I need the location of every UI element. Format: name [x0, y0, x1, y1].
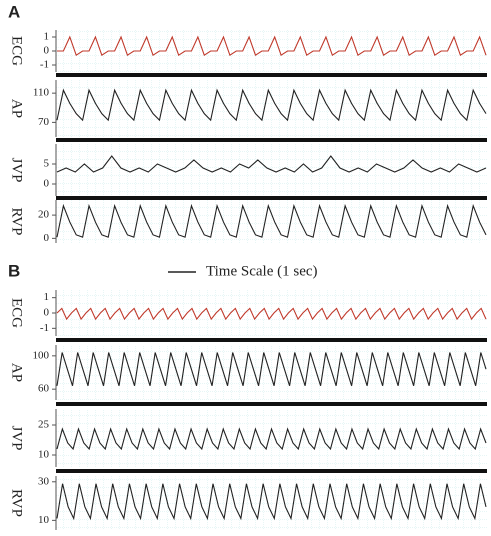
- y-tick-label: 0: [44, 307, 50, 319]
- trace: [56, 203, 487, 238]
- plot-area: [56, 200, 487, 243]
- y-tick-label: -1: [40, 322, 49, 334]
- y-axis-label: RVP: [9, 489, 25, 517]
- y-tick-label: 1: [44, 31, 50, 43]
- plot-area: [56, 80, 487, 137]
- plot-area: [56, 476, 487, 530]
- y-tick-label: 100: [33, 349, 50, 361]
- separator: [56, 338, 487, 342]
- y-tick-label: 1: [44, 291, 50, 303]
- y-tick-label: 30: [38, 475, 50, 487]
- panel-label: B: [8, 261, 20, 280]
- y-axis-label: ECG: [9, 298, 25, 328]
- trace: [56, 352, 487, 386]
- plot-area: [56, 290, 487, 336]
- y-tick-label: 10: [38, 514, 50, 526]
- trace: [56, 427, 487, 451]
- y-tick-label: 60: [38, 383, 50, 395]
- trace: [57, 35, 487, 57]
- y-axis-label: JVP: [9, 157, 25, 182]
- separator: [56, 402, 487, 406]
- panel-label: A: [8, 2, 20, 21]
- trace: [56, 483, 487, 521]
- y-tick-label: 5: [44, 158, 50, 170]
- y-tick-label: 25: [38, 419, 50, 431]
- y-tick-label: 20: [38, 209, 50, 221]
- trace: [56, 307, 487, 321]
- y-tick-label: 70: [38, 116, 50, 128]
- y-axis-label: JVP: [9, 425, 25, 450]
- y-axis-label: AP: [9, 363, 25, 382]
- y-tick-label: 10: [38, 449, 50, 461]
- y-tick-label: 0: [44, 45, 50, 57]
- separator: [56, 73, 487, 77]
- time-scale-label: Time Scale (1 sec): [206, 263, 318, 279]
- trace: [56, 155, 487, 173]
- separator: [56, 196, 487, 200]
- separator: [56, 138, 487, 142]
- y-tick-label: -1: [40, 59, 49, 71]
- y-tick-label: 0: [44, 232, 50, 244]
- y-axis-label: ECG: [9, 36, 25, 66]
- y-tick-label: 110: [33, 87, 50, 99]
- trace: [56, 88, 487, 122]
- y-tick-label: 0: [44, 178, 50, 190]
- y-axis-label: RVP: [9, 208, 25, 236]
- plot-area: [56, 409, 487, 467]
- y-axis-label: AP: [9, 99, 25, 118]
- separator: [56, 469, 487, 473]
